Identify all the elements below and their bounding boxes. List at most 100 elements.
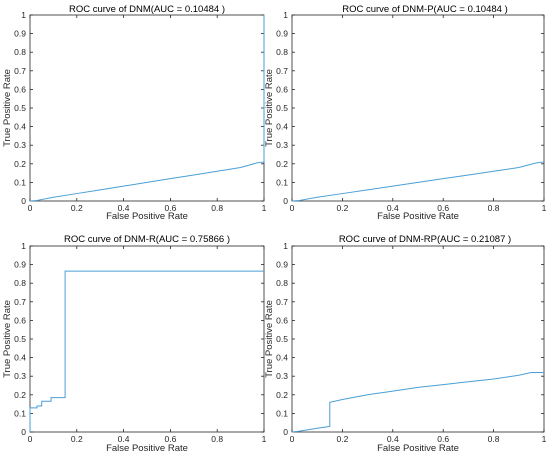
x-tick-label: 1: [542, 434, 547, 444]
x-tick-label: 0: [290, 434, 295, 444]
x-tick-label: 0.4: [387, 203, 399, 213]
y-tick-label: 0.2: [276, 159, 288, 169]
chart-title: ROC curve of DNM-P(AUC = 0.10484 ): [342, 4, 508, 15]
roc-curve: [29, 15, 265, 202]
x-tick-label: 1: [262, 434, 267, 444]
y-tick-label: 0.7: [14, 297, 26, 307]
axes-box: [29, 245, 265, 433]
y-tick-label: 0.3: [14, 371, 26, 381]
y-tick-label: 0: [21, 427, 26, 437]
x-tick-label: 0.8: [211, 203, 223, 213]
y-tick-label: 0.7: [276, 297, 288, 307]
plot-area: [29, 270, 264, 432]
x-tick-label: 0.8: [488, 434, 500, 444]
y-tick-label: 0.4: [14, 122, 26, 132]
x-tick-label: 0.6: [164, 434, 176, 444]
y-tick-label: 0.3: [14, 140, 26, 150]
x-tick-label: 0: [290, 203, 295, 213]
y-axis-label: True Positive Rate: [264, 300, 275, 378]
y-tick-label: 0.6: [276, 84, 288, 94]
roc-panel-dnm-p: ROC curve of DNM-P(AUC = 0.10484 ) 0 0.2 0…: [264, 4, 547, 222]
y-tick-label: 0.9: [276, 29, 288, 39]
y-tick-label: 0.5: [276, 103, 288, 113]
x-tick-label: 0.4: [118, 434, 130, 444]
y-axis-label: True Positive Rate: [2, 300, 13, 378]
x-tick-label: 1: [262, 203, 267, 213]
y-tick-label: 0.2: [14, 390, 26, 400]
x-tick-label: 0.6: [437, 434, 449, 444]
y-tick-label: 0.5: [14, 103, 26, 113]
y-tick-label: 1: [21, 10, 26, 20]
x-tick-label: 0.8: [488, 203, 500, 213]
x-tick-label: 0.8: [211, 434, 223, 444]
roc-curve: [291, 371, 544, 433]
y-tick-label: 0: [283, 196, 288, 206]
y-tick-label: 0.8: [14, 278, 26, 288]
y-tick-label: 0.9: [14, 260, 26, 270]
y-tick-label: 1: [21, 241, 26, 251]
roc-curve: [291, 161, 545, 202]
roc-panel-dnm-r: ROC curve of DNM-R(AUC = 0.75866 ) 0 0.2 0…: [2, 234, 267, 454]
tick-group: 0 0.2 0.4 0.6 0.8 1 0 0.1 0.2 0.3 0.4 0.5 0.6 0.7 0.8 0…: [14, 241, 266, 444]
roc-panel-dnm-rp: ROC curve of DNM-RP(AUC = 0.21087 ) 0 0.2…: [264, 234, 547, 454]
plot-area: [29, 15, 265, 202]
y-tick-label: 0.6: [14, 315, 26, 325]
y-tick-label: 0.8: [276, 278, 288, 288]
y-tick-label: 1: [283, 10, 288, 20]
x-axis-label: False Positive Rate: [377, 443, 459, 454]
y-tick-label: 0.8: [14, 47, 26, 57]
y-tick-label: 0.7: [276, 66, 288, 76]
plot-area: [291, 161, 545, 202]
y-tick-label: 0.1: [14, 177, 26, 187]
y-tick-label: 0.3: [276, 371, 288, 381]
roc-panel-dnm: ROC curve of DNM(AUC = 0.10484 ) 0 0.2 0.4…: [2, 4, 267, 222]
y-tick-label: 0.9: [14, 29, 26, 39]
chart-title: ROC curve of DNM(AUC = 0.10484 ): [69, 4, 225, 15]
plot-area: [291, 371, 544, 433]
x-tick-label: 0.6: [164, 203, 176, 213]
x-tick-label: 0.6: [437, 203, 449, 213]
y-tick-label: 0: [283, 427, 288, 437]
y-tick-label: 0.4: [276, 353, 288, 363]
x-tick-label: 0.4: [387, 434, 399, 444]
y-tick-label: 0.2: [14, 159, 26, 169]
y-axis-label: True Positive Rate: [264, 69, 275, 147]
x-tick-label: 0.2: [336, 203, 348, 213]
y-tick-label: 0.8: [276, 47, 288, 57]
y-tick-label: 0.7: [14, 66, 26, 76]
y-tick-label: 1: [283, 241, 288, 251]
x-tick-label: 0.2: [71, 203, 83, 213]
x-tick-label: 0: [28, 434, 33, 444]
y-tick-label: 0.4: [276, 122, 288, 132]
x-tick-label: 0: [28, 203, 33, 213]
chart-title: ROC curve of DNM-R(AUC = 0.75866 ): [64, 234, 230, 245]
chart-title: ROC curve of DNM-RP(AUC = 0.21087 ): [339, 234, 511, 245]
y-tick-label: 0.6: [276, 315, 288, 325]
tick-group: 0 0.2 0.4 0.6 0.8 1 0 0.1 0.2 0.3 0.4 0.5 0.6 0.7 0.8 0…: [14, 10, 266, 213]
axes-box: [29, 14, 265, 202]
tick-group: 0 0.2 0.4 0.6 0.8 1 0 0.1 0.2 0.3 0.4 0.5 0.6 0.7 0.8 0…: [276, 241, 546, 444]
x-tick-label: 0.2: [71, 434, 83, 444]
x-tick-label: 1: [542, 203, 547, 213]
y-tick-label: 0.1: [14, 408, 26, 418]
x-axis-label: False Positive Rate: [106, 211, 188, 222]
y-axis-label: True Positive Rate: [2, 69, 13, 147]
x-tick-label: 0.4: [118, 203, 130, 213]
y-tick-label: 0.1: [276, 177, 288, 187]
y-tick-label: 0.6: [14, 84, 26, 94]
x-axis-label: False Positive Rate: [106, 443, 188, 454]
y-tick-label: 0.3: [276, 140, 288, 150]
x-tick-label: 0.2: [336, 434, 348, 444]
y-tick-label: 0.9: [276, 260, 288, 270]
y-tick-label: 0.1: [276, 408, 288, 418]
y-tick-label: 0.5: [14, 334, 26, 344]
y-tick-label: 0.2: [276, 390, 288, 400]
axes-box: [291, 14, 545, 202]
tick-group: 0 0.2 0.4 0.6 0.8 1 0 0.1 0.2 0.3 0.4 0.5 0.6 0.7 0.8 0…: [276, 10, 546, 213]
y-tick-label: 0.4: [14, 353, 26, 363]
roc-curve: [29, 270, 264, 432]
x-axis-label: False Positive Rate: [377, 211, 459, 222]
y-tick-label: 0.5: [276, 334, 288, 344]
y-tick-label: 0: [21, 196, 26, 206]
